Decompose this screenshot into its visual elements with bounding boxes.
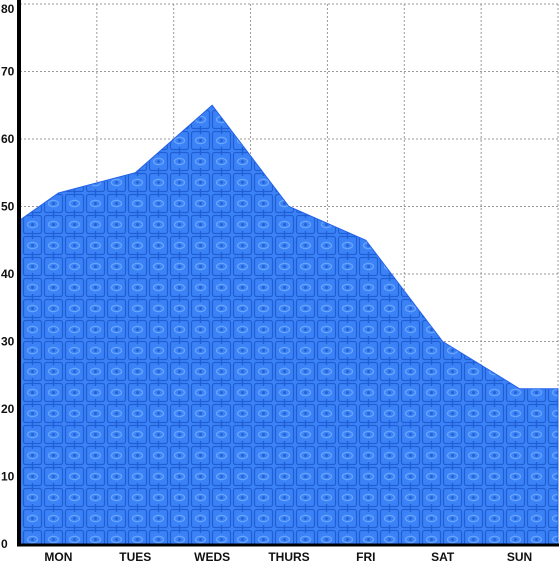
y-tick-label: 70	[1, 65, 15, 79]
y-tick-label: 30	[1, 335, 15, 349]
x-tick-label-weds: WEDS	[194, 550, 230, 564]
y-axis-ticks: 0 10 20 30 40 50 60 70 80	[1, 2, 15, 551]
y-tick-label: 80	[1, 2, 15, 16]
data-area	[19, 104, 559, 545]
axes	[17, 0, 559, 547]
x-tick-label-tues: TUES	[119, 550, 151, 564]
y-tick-label: 50	[1, 200, 15, 214]
y-tick-label: 60	[1, 132, 15, 146]
x-axis-ticks: MON TUES WEDS THURS FRI SAT SUN	[44, 550, 532, 564]
area-series	[19, 104, 559, 545]
x-tick-label-sat: SAT	[431, 550, 455, 564]
x-tick-label-mon: MON	[44, 550, 72, 564]
y-tick-label: 40	[1, 267, 15, 281]
x-tick-label-thurs: THURS	[268, 550, 309, 564]
y-tick-label: 0	[1, 537, 8, 551]
y-tick-label: 10	[1, 470, 15, 484]
x-tick-label-sun: SUN	[507, 550, 532, 564]
y-tick-label: 20	[1, 402, 15, 416]
x-tick-label-fri: FRI	[356, 550, 375, 564]
